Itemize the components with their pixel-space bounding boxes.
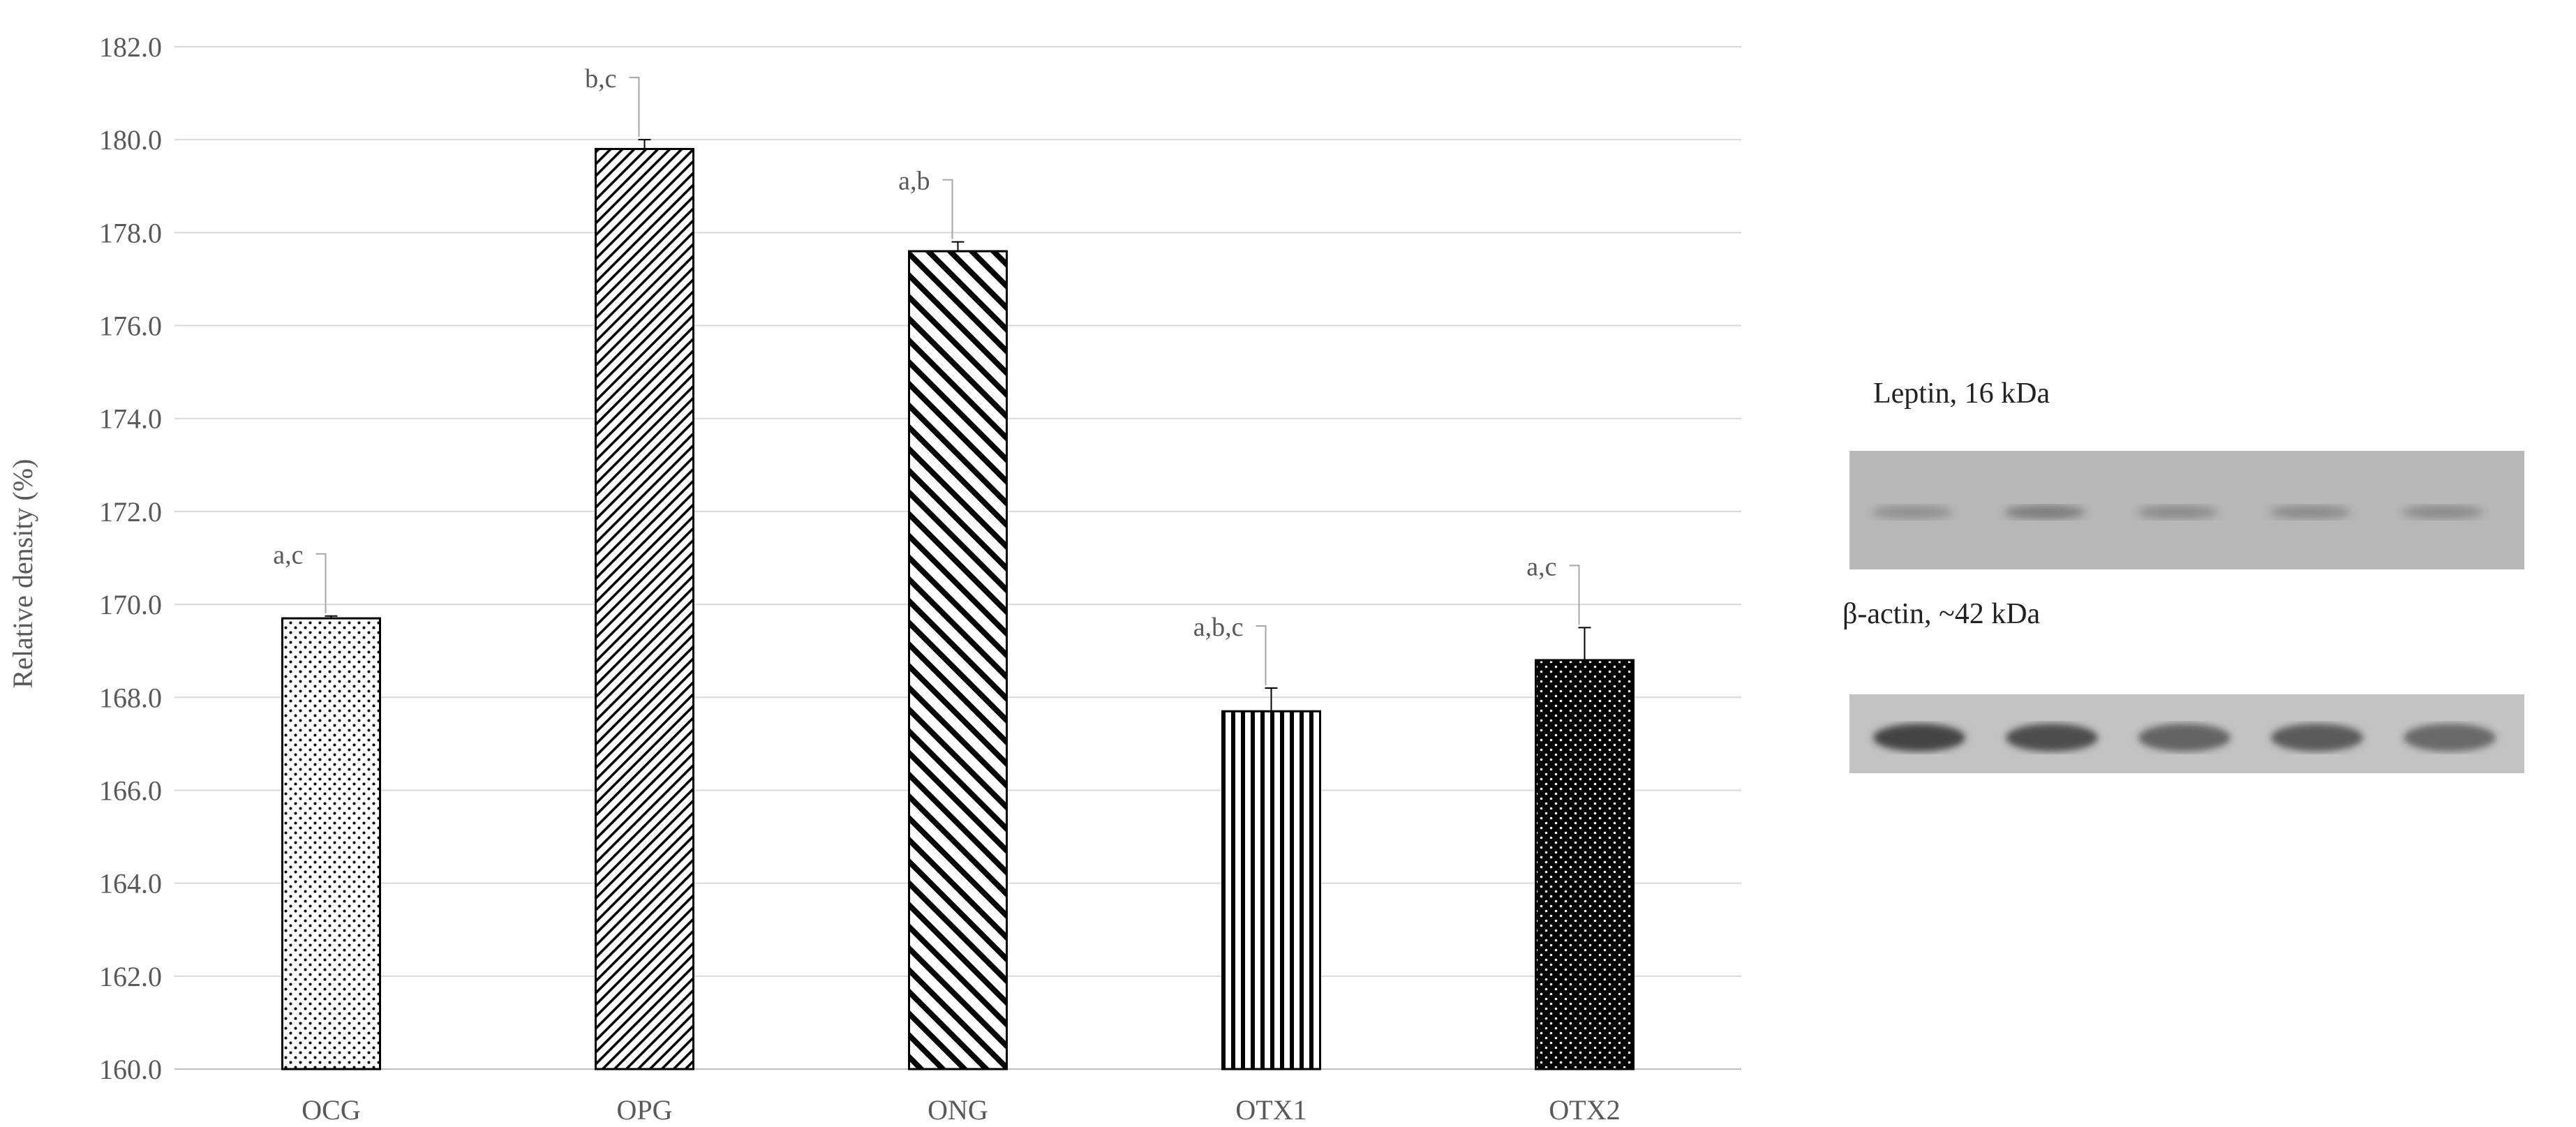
leptin-blot — [1849, 451, 2524, 569]
significance-label: b,c — [585, 64, 616, 94]
annotation-leader — [1569, 565, 1580, 625]
x-axis-ticks: OCG OPG ONG OTX1 OTX2 — [301, 1094, 1620, 1126]
bars: a,c b,c a,b a,b,c a,c — [273, 64, 1635, 1070]
significance-label: a,b,c — [1193, 613, 1244, 642]
y-tick-label: 178.0 — [99, 217, 162, 248]
bar-chart: Relative density (%) 160.0 162.0 164.0 166.… — [7, 31, 1741, 1126]
y-tick-label: 166.0 — [99, 775, 162, 806]
y-axis-label: Relative density (%) — [7, 459, 38, 689]
annotation-leader — [1256, 625, 1267, 685]
y-tick-label: 174.0 — [99, 403, 162, 435]
significance-label: a,c — [273, 541, 303, 570]
x-tick-label: OCG — [301, 1094, 360, 1126]
leptin-band — [1872, 505, 1953, 519]
significance-label: a,b — [898, 167, 930, 196]
actin-band — [2006, 724, 2098, 752]
leptin-band — [2004, 505, 2085, 519]
y-tick-label: 162.0 — [99, 961, 162, 992]
actin-band — [2404, 724, 2496, 752]
y-tick-label: 170.0 — [99, 589, 162, 620]
actin-blot — [1849, 694, 2524, 773]
y-tick-label: 172.0 — [99, 496, 162, 528]
annotation-leader — [315, 553, 327, 613]
y-tick-label: 176.0 — [99, 311, 162, 342]
annotation-leader — [942, 179, 953, 239]
y-tick-label: 160.0 — [99, 1054, 162, 1085]
actin-band — [1873, 724, 1965, 752]
y-tick-label: 180.0 — [99, 124, 162, 156]
x-tick-label: OPG — [616, 1094, 672, 1126]
actin-band — [2271, 724, 2363, 752]
y-tick-label: 182.0 — [99, 31, 162, 63]
bar-ong — [908, 250, 1008, 1070]
leptin-label: Leptin, 16 kDa — [1873, 378, 2050, 410]
y-axis-ticks: 160.0 162.0 164.0 166.0 168.0 170.0 172.0 174.0… — [99, 31, 162, 1085]
x-tick-label: OTX2 — [1549, 1094, 1620, 1126]
y-tick-label: 168.0 — [99, 682, 162, 713]
bar-otx2 — [1535, 659, 1635, 1070]
actin-band — [2138, 724, 2231, 752]
leptin-band — [2270, 505, 2351, 519]
bar-ocg — [281, 617, 381, 1070]
leptin-band — [2137, 505, 2218, 519]
annotation-leader — [629, 77, 640, 137]
actin-label: β-actin, ~42 kDa — [1842, 598, 2041, 630]
bar-otx1 — [1221, 710, 1321, 1070]
significance-label: a,c — [1526, 552, 1556, 581]
y-tick-label: 164.0 — [99, 868, 162, 900]
leptin-band — [2402, 505, 2483, 519]
x-tick-label: ONG — [928, 1094, 988, 1126]
bar-opg — [595, 148, 694, 1070]
x-tick-label: OTX1 — [1235, 1094, 1306, 1126]
